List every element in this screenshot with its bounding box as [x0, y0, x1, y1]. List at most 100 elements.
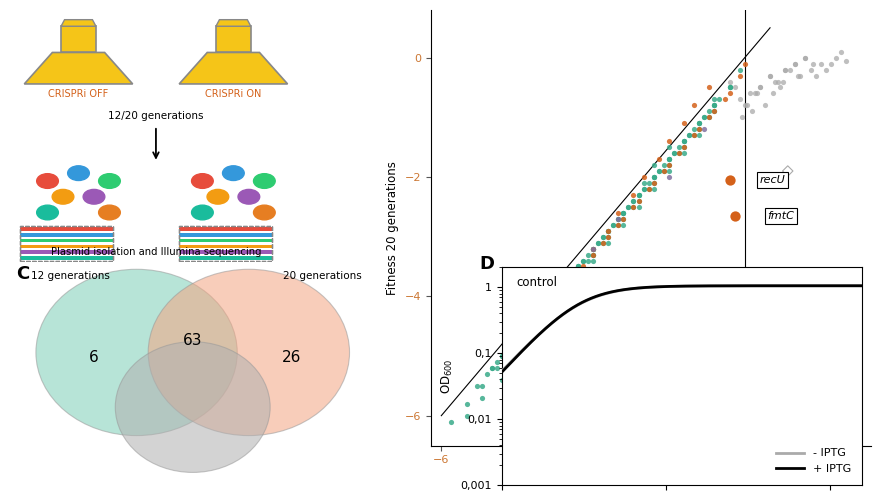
Text: 20 generations: 20 generations: [283, 271, 362, 281]
Point: [662, 173, 676, 181]
Point: [596, 233, 610, 241]
Point: [525, 322, 539, 330]
Point: [510, 334, 524, 342]
Circle shape: [99, 205, 121, 220]
Point: [571, 268, 585, 276]
Legend: - IPTG, + IPTG: - IPTG, + IPTG: [771, 443, 857, 480]
Point: [612, 209, 626, 217]
Point: [586, 250, 600, 258]
Point: [677, 137, 691, 145]
Point: [656, 167, 671, 175]
Point: [647, 185, 661, 193]
Point: [647, 179, 661, 187]
Point: [500, 346, 514, 354]
Point: [636, 179, 650, 187]
Point: [495, 352, 509, 360]
+ IPTG: [726, 283, 737, 289]
Point: [616, 215, 630, 223]
Polygon shape: [216, 20, 251, 26]
FancyBboxPatch shape: [180, 227, 272, 231]
Point: [737, 101, 752, 109]
Point: [652, 167, 666, 175]
Point: [824, 59, 838, 67]
Point: [627, 197, 641, 205]
FancyBboxPatch shape: [20, 256, 114, 260]
Line: + IPTG: + IPTG: [502, 286, 862, 372]
Point: [601, 233, 615, 241]
Point: [733, 96, 747, 103]
Point: [571, 268, 585, 276]
Point: [606, 221, 620, 229]
Point: [693, 119, 707, 127]
Point: [601, 239, 615, 247]
Point: [636, 173, 650, 181]
Point: [459, 400, 473, 408]
Point: [740, 101, 754, 109]
Point: [616, 209, 630, 217]
Point: [693, 119, 707, 127]
Point: [540, 298, 554, 306]
Point: [652, 167, 666, 175]
FancyBboxPatch shape: [180, 239, 272, 243]
Point: [728, 84, 742, 92]
Point: [735, 113, 749, 121]
Point: [495, 376, 509, 384]
Point: [632, 197, 646, 205]
Point: [525, 316, 539, 324]
Point: [708, 96, 722, 103]
Circle shape: [37, 174, 58, 189]
Point: [525, 316, 539, 324]
Point: [474, 394, 488, 402]
Point: [751, 90, 765, 98]
Point: [540, 310, 554, 318]
Point: [702, 84, 716, 92]
Point: [596, 233, 610, 241]
Point: [697, 113, 711, 121]
Point: [627, 191, 641, 199]
Point: [656, 167, 671, 175]
Point: [546, 293, 560, 300]
Point: [612, 215, 626, 223]
Point: [566, 268, 580, 276]
Point: [766, 90, 780, 98]
Point: [662, 167, 676, 175]
Text: CRISPRi ON: CRISPRi ON: [205, 89, 261, 99]
Point: [814, 59, 828, 67]
Point: [601, 227, 615, 235]
Circle shape: [68, 166, 90, 181]
FancyBboxPatch shape: [20, 233, 114, 237]
Point: [743, 90, 757, 98]
Point: [485, 364, 499, 372]
Point: [677, 137, 691, 145]
Point: [818, 66, 832, 74]
Point: [647, 173, 661, 181]
Point: [636, 185, 650, 193]
Point: [606, 221, 620, 229]
Point: [708, 101, 722, 109]
Text: CRISPRi OFF: CRISPRi OFF: [48, 89, 108, 99]
Point: [717, 96, 731, 103]
Point: [459, 412, 473, 420]
Point: [540, 298, 554, 306]
Point: [745, 107, 759, 115]
Point: [540, 298, 554, 306]
Point: [708, 107, 722, 115]
- IPTG: [518, 346, 529, 352]
Text: fmtC: fmtC: [767, 211, 795, 221]
Point: [687, 131, 701, 139]
Point: [571, 262, 585, 270]
Point: [693, 131, 707, 139]
Point: [687, 101, 701, 109]
Point: [803, 66, 818, 74]
Point: [535, 310, 549, 318]
Point: [555, 287, 569, 295]
Point: [612, 221, 626, 229]
Point: [753, 84, 767, 92]
Y-axis label: OD$_{600}$: OD$_{600}$: [440, 358, 455, 394]
Point: [571, 262, 585, 270]
Point: [702, 113, 716, 121]
- IPTG: [706, 283, 716, 289]
Point: [555, 293, 569, 300]
Polygon shape: [25, 52, 133, 84]
Point: [505, 340, 519, 348]
